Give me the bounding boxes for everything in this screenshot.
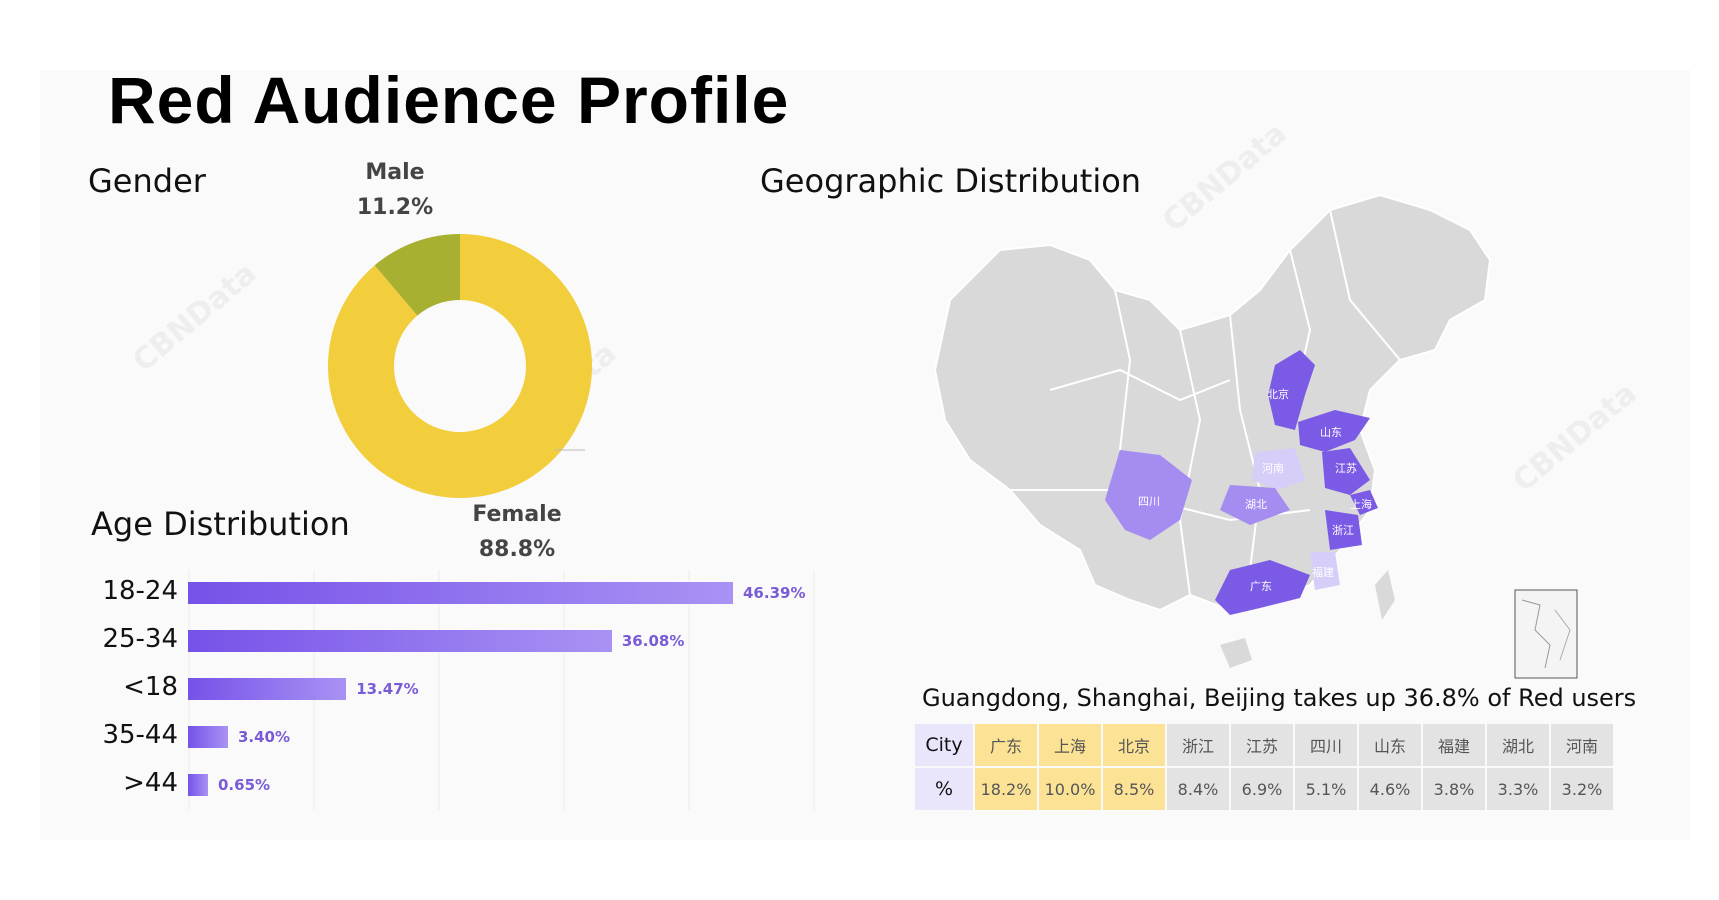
age-row: 25-34 36.08% — [90, 622, 810, 662]
map-henan — [1252, 448, 1305, 490]
table-cell-city: 北京 — [1103, 724, 1165, 766]
map-label-shanghai: 上海 — [1350, 497, 1372, 511]
gender-donut-chart — [328, 234, 592, 498]
female-label: Female — [472, 502, 562, 527]
female-pct: 88.8% — [478, 537, 556, 562]
age-bar — [188, 774, 208, 796]
male-label-group: Male 11.2% — [330, 155, 460, 225]
age-value-label: 36.08% — [621, 632, 685, 650]
map-shanghai — [1350, 490, 1378, 515]
table-cell-value: 10.0% — [1039, 768, 1101, 810]
age-bar — [188, 582, 733, 604]
map-shandong — [1298, 410, 1370, 452]
table-cell-city: 湖北 — [1487, 724, 1549, 766]
infographic-background — [40, 70, 1690, 840]
age-category-label: >44 — [123, 768, 178, 798]
donut-slice-female — [328, 234, 592, 498]
age-row: <18 13.47% — [90, 670, 810, 710]
geo-title: Geographic Distribution — [760, 162, 1142, 200]
map-taiwan — [1375, 570, 1395, 620]
map-landmass — [933, 193, 1492, 612]
table-cell-value: 18.2% — [975, 768, 1037, 810]
map-fujian — [1310, 552, 1340, 590]
age-row: 35-44 3.40% — [90, 718, 810, 758]
map-label-hubei: 湖北 — [1245, 498, 1267, 511]
table-cell-value: 3.8% — [1423, 768, 1485, 810]
map-guangdong — [1215, 560, 1310, 615]
table-cell-city: 四川 — [1295, 724, 1357, 766]
male-pct: 11.2% — [356, 195, 434, 220]
table-cell-value: 8.5% — [1103, 768, 1165, 810]
male-label: Male — [365, 160, 425, 185]
table-header-percent: % — [915, 768, 973, 810]
age-value-label: 46.39% — [743, 584, 806, 602]
table-cell-city: 江苏 — [1231, 724, 1293, 766]
south-china-sea-inset — [1514, 589, 1578, 679]
map-jiangsu — [1322, 448, 1370, 495]
donut-slice-male — [374, 234, 460, 316]
map-label-fujian: 福建 — [1312, 565, 1334, 579]
age-category-label: 35-44 — [102, 720, 178, 750]
table-cell-city: 浙江 — [1167, 724, 1229, 766]
age-value-label: 13.47% — [356, 680, 419, 698]
map-hainan — [1220, 638, 1252, 668]
map-label-beijing: 北京 — [1267, 387, 1289, 401]
map-label-guangdong: 广东 — [1250, 580, 1272, 593]
age-row: 18-24 46.39% — [90, 574, 810, 614]
table-cell-city: 上海 — [1039, 724, 1101, 766]
table-cell-value: 3.3% — [1487, 768, 1549, 810]
page-title: Red Audience Profile — [108, 63, 790, 137]
table-cell-city: 河南 — [1551, 724, 1613, 766]
geo-caption: Guangdong, Shanghai, Beijing takes up 36… — [922, 684, 1637, 712]
age-category-label: 25-34 — [102, 624, 178, 654]
table-cell-value: 6.9% — [1231, 768, 1293, 810]
age-bar — [188, 726, 228, 748]
map-sichuan — [1105, 450, 1192, 540]
table-cell-value: 3.2% — [1551, 768, 1613, 810]
map-hubei — [1220, 485, 1290, 525]
table-cell-value: 5.1% — [1295, 768, 1357, 810]
age-bar — [188, 630, 612, 652]
table-cell-value: 8.4% — [1167, 768, 1229, 810]
map-label-zhejiang: 浙江 — [1332, 524, 1354, 537]
female-label-group: Female 88.8% — [452, 497, 582, 567]
table-cell-city: 山东 — [1359, 724, 1421, 766]
map-label-shandong: 山东 — [1320, 426, 1342, 439]
map-label-henan: 河南 — [1262, 462, 1284, 475]
age-category-label: 18-24 — [102, 576, 178, 606]
age-category-label: <18 — [123, 672, 178, 702]
gender-title: Gender — [88, 162, 206, 200]
map-label-jiangsu: 江苏 — [1335, 462, 1357, 475]
age-value-label: 0.65% — [218, 776, 271, 794]
age-value-label: 3.40% — [237, 728, 290, 746]
city-share-table: City 广东 上海 北京 浙江 江苏 四川 山东 福建 湖北 河南 % 18.… — [913, 722, 1615, 812]
table-row-city: City 广东 上海 北京 浙江 江苏 四川 山东 福建 湖北 河南 — [915, 724, 1613, 766]
table-row-percent: % 18.2% 10.0% 8.5% 8.4% 6.9% 5.1% 4.6% 3… — [915, 768, 1613, 810]
table-header-city: City — [915, 724, 973, 766]
table-cell-value: 4.6% — [1359, 768, 1421, 810]
age-row: >44 0.65% — [90, 766, 810, 806]
female-leader-line — [555, 449, 585, 451]
china-map: 北京 山东 河南 江苏 四川 湖北 上海 浙江 福建 广东 — [933, 193, 1578, 679]
map-zhejiang — [1325, 510, 1362, 550]
table-cell-city: 广东 — [975, 724, 1037, 766]
map-label-sichuan: 四川 — [1138, 495, 1160, 508]
age-title: Age Distribution — [91, 505, 350, 543]
table-cell-city: 福建 — [1423, 724, 1485, 766]
map-beijing — [1268, 350, 1315, 430]
age-bar — [188, 678, 347, 700]
